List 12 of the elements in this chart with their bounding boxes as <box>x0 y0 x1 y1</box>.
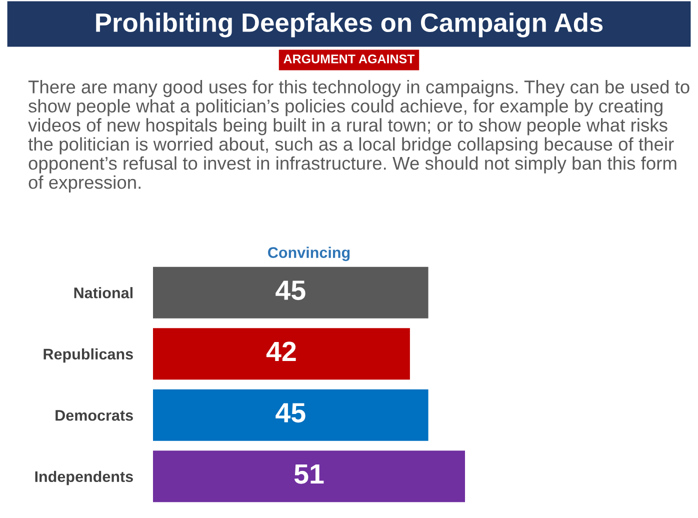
data-label: 42 <box>266 342 296 362</box>
data-label: 45 <box>276 280 306 300</box>
y-tick-label: National <box>74 287 132 298</box>
x-axis-title: Convincing <box>268 246 350 262</box>
chart-title: Prohibiting Deepfakes on Campaign Ads <box>96 12 603 38</box>
chart-subtitle: ARGUMENT AGAINST <box>284 54 415 64</box>
data-label: 51 <box>294 464 324 484</box>
y-tick-label: Independents <box>35 470 133 486</box>
text: There are many good uses for this technology in campaigns. They can be used to show people what a politician’s policies could achieve, for example by creating videos of new hospitals being built in a rural town; or to show people what risks the politician is worried about, such as a local bridge collapsing because of their opponent’s refusal to invest in infrastructure. We should not simply ban this form of expression. <box>28 80 690 193</box>
y-tick-label: Republicans <box>44 348 133 363</box>
data-label: 45 <box>276 403 306 423</box>
y-tick-label: Democrats <box>56 410 133 421</box>
